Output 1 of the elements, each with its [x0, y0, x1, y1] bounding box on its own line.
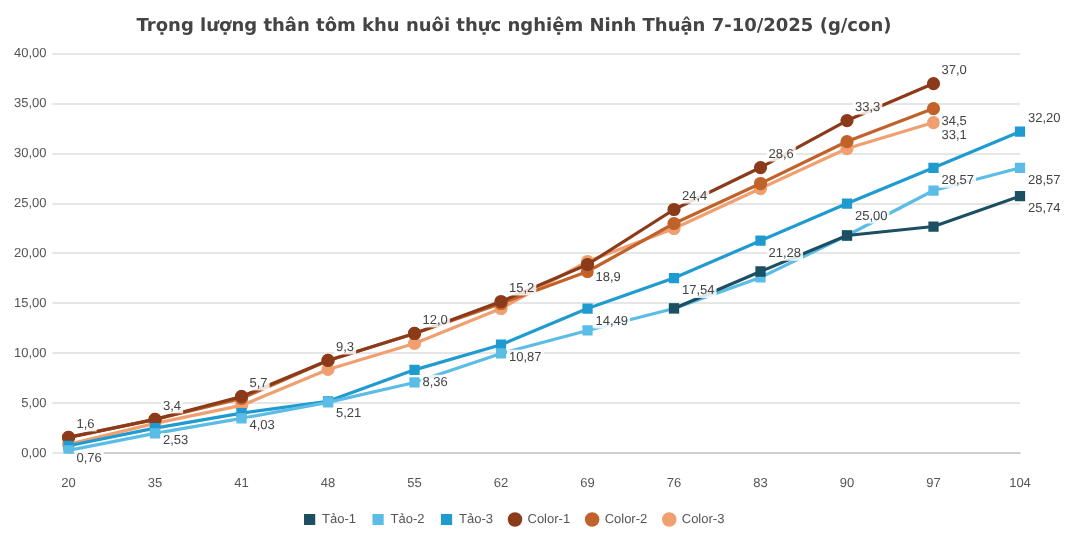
- chart-title: Trọng lượng thân tôm khu nuôi thực nghiệm Ninh Thuận 7-10/2025 (g/con): [136, 15, 892, 38]
